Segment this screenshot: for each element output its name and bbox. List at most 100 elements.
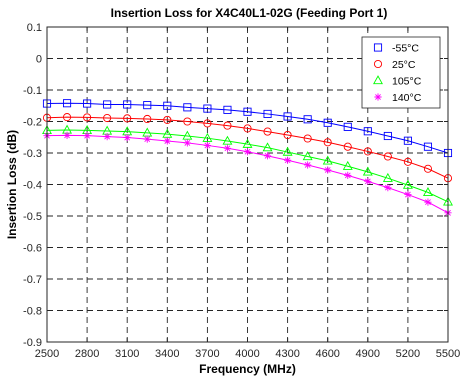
square-marker <box>323 118 332 127</box>
legend-entry: 105°C <box>373 75 422 88</box>
triangle-marker <box>382 172 393 182</box>
asterisk-marker <box>63 131 71 139</box>
y-tick-label: -0.8 <box>23 306 42 318</box>
x-tick-label: 4900 <box>356 348 380 360</box>
asterisk-marker <box>374 93 382 101</box>
circle-marker <box>423 164 433 173</box>
x-tick-label: 3400 <box>155 348 179 360</box>
x-tick-label: 2800 <box>75 348 99 360</box>
triangle-marker <box>322 155 333 165</box>
square-marker <box>283 112 292 121</box>
triangle-marker <box>342 160 353 170</box>
series-asterisk <box>43 131 452 217</box>
triangle-marker <box>362 166 373 176</box>
asterisk-marker <box>163 137 171 145</box>
triangle-marker <box>402 179 413 189</box>
x-tick-label: 4000 <box>235 348 259 360</box>
circle-marker <box>343 142 352 151</box>
y-tick-label: -0.6 <box>23 243 42 255</box>
axis-ticks: 2500 2800 3100 3400 3700 4000 4300 4600 4900 5200… <box>23 22 460 360</box>
square-marker <box>103 100 112 109</box>
legend: -55°C 25°C 105°C 140°C <box>361 36 441 109</box>
triangle-marker <box>202 132 213 142</box>
y-tick-label: 0.1 <box>27 22 42 34</box>
asterisk-marker <box>103 133 111 141</box>
circle-marker <box>163 115 172 124</box>
x-axis-label: Frequency (MHz) <box>199 362 296 376</box>
circle-marker <box>263 127 272 136</box>
triangle-marker <box>422 187 433 197</box>
legend-label: 25°C <box>392 59 416 71</box>
legend-label: 105°C <box>392 76 422 88</box>
triangle-marker <box>302 151 313 161</box>
circle-marker <box>143 114 152 124</box>
asterisk-marker <box>324 166 332 174</box>
triangle-marker <box>282 146 293 156</box>
legend-entry: 140°C <box>374 92 422 104</box>
circle-marker <box>323 138 332 147</box>
square-marker <box>363 127 372 136</box>
circle-marker <box>303 134 312 143</box>
asterisk-marker <box>284 156 292 164</box>
asterisk-marker <box>364 177 372 185</box>
asterisk-marker <box>384 184 392 192</box>
series-triangle <box>42 124 453 206</box>
circle-marker <box>403 157 412 166</box>
triangle-marker <box>242 138 253 148</box>
x-tick-label: 3700 <box>195 348 219 360</box>
chart-title: Insertion Loss for X4C40L1-02G (Feeding … <box>111 6 388 20</box>
y-tick-label: -0.3 <box>23 148 42 160</box>
asterisk-marker <box>404 190 412 199</box>
asterisk-marker <box>123 133 131 142</box>
grid-lines <box>47 27 448 342</box>
y-tick-label: -0.5 <box>23 211 42 223</box>
square-marker <box>263 109 272 118</box>
asterisk-marker <box>424 198 432 206</box>
circle-marker <box>103 113 112 123</box>
asterisk-marker <box>83 132 91 140</box>
triangle-marker <box>162 128 173 138</box>
x-tick-label: 5200 <box>396 348 420 360</box>
asterisk-marker <box>304 161 312 169</box>
legend-entry: -55°C <box>373 43 419 55</box>
square-marker <box>123 100 132 109</box>
series-line <box>46 129 449 203</box>
circle-marker <box>63 113 72 122</box>
circle-marker <box>123 114 132 123</box>
square-marker <box>243 107 252 116</box>
circle-marker <box>283 130 292 140</box>
asterisk-marker <box>223 144 232 152</box>
series-circle <box>42 113 453 183</box>
circle-marker <box>83 113 92 122</box>
y-tick-label: -0.4 <box>23 180 42 192</box>
square-marker <box>203 104 212 113</box>
legend-box <box>361 36 441 109</box>
y-tick-label: 0 <box>36 54 42 66</box>
circle-marker <box>203 119 212 128</box>
square-marker <box>63 99 72 108</box>
triangle-marker <box>373 75 383 85</box>
square-marker <box>373 43 383 52</box>
legend-label: 140°C <box>392 92 422 104</box>
legend-entry: 25°C <box>373 59 416 71</box>
square-marker <box>403 136 412 145</box>
asterisk-marker <box>263 152 272 160</box>
square-marker <box>143 101 152 110</box>
square-marker <box>183 103 192 112</box>
circle-marker <box>383 152 392 161</box>
series-line <box>46 116 449 179</box>
triangle-marker <box>262 142 273 152</box>
circle-marker <box>223 121 232 130</box>
square-marker <box>423 142 433 151</box>
square-marker <box>163 101 172 110</box>
y-tick-label: -0.7 <box>23 274 42 286</box>
circle-marker <box>183 117 192 126</box>
y-tick-label: -0.2 <box>23 117 42 129</box>
asterisk-marker <box>344 171 352 179</box>
square-marker <box>223 105 232 114</box>
square-marker <box>303 115 312 124</box>
legend-label: -55°C <box>392 43 419 55</box>
y-tick-label: -0.9 <box>23 337 42 349</box>
x-tick-label: 2500 <box>35 348 59 360</box>
